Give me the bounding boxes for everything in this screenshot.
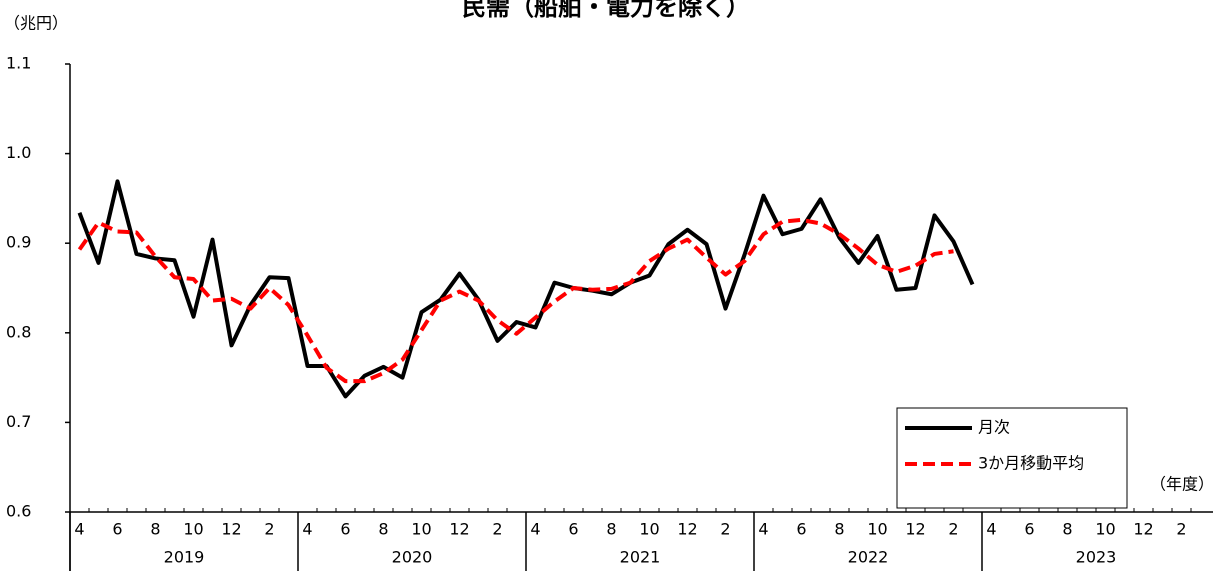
year-label: 2023 [1076,548,1117,567]
x-tick-label: 6 [1024,520,1034,539]
x-tick-label: 6 [340,520,350,539]
legend-label: 3か月移動平均 [978,454,1084,473]
y-unit: （兆円） [4,14,68,33]
x-tick-label: 12 [905,520,925,539]
series-line [77,217,954,384]
x-tick-label: 4 [986,520,996,539]
x-tick-label: 4 [758,520,768,539]
chart-title: 民需（船舶・電力を除く） [462,0,750,21]
x-tick-label: 8 [606,520,616,539]
y-tick-label: 1.0 [6,143,31,162]
x-tick-label: 10 [411,520,431,539]
x-tick-label: 8 [150,520,160,539]
x-tick-label: 4 [530,520,540,539]
year-label: 2019 [164,548,205,567]
x-tick-label: 6 [796,520,806,539]
x-tick-label: 10 [183,520,203,539]
legend-label: 月次 [978,418,1010,437]
x-tick-label: 12 [449,520,469,539]
x-tick-label: 10 [867,520,887,539]
x-tick-label: 2 [492,520,502,539]
x-tick-label: 4 [302,520,312,539]
x-unit: （年度） [1150,475,1213,494]
x-tick-label: 2 [720,520,730,539]
x-tick-label: 8 [1062,520,1072,539]
year-label: 2020 [392,548,433,567]
x-tick-label: 8 [378,520,388,539]
y-tick-label: 0.7 [6,412,31,431]
x-tick-label: 2 [264,520,274,539]
year-label: 2021 [620,548,661,567]
x-tick-label: 2 [948,520,958,539]
year-label: 2022 [848,548,889,567]
x-tick-label: 4 [74,520,84,539]
y-tick-label: 0.8 [6,322,31,341]
y-tick-label: 0.6 [6,502,31,521]
x-tick-label: 12 [221,520,241,539]
x-tick-label: 6 [112,520,122,539]
y-tick-label: 1.1 [6,54,31,73]
x-tick-label: 6 [568,520,578,539]
x-tick-label: 10 [1095,520,1115,539]
x-tick-label: 2 [1176,520,1186,539]
series-line [77,179,975,399]
legend-box [896,407,1128,509]
x-tick-label: 8 [834,520,844,539]
x-tick-label: 10 [639,520,659,539]
x-tick-label: 12 [1133,520,1153,539]
y-tick-label: 0.9 [6,233,31,252]
x-tick-label: 12 [677,520,697,539]
